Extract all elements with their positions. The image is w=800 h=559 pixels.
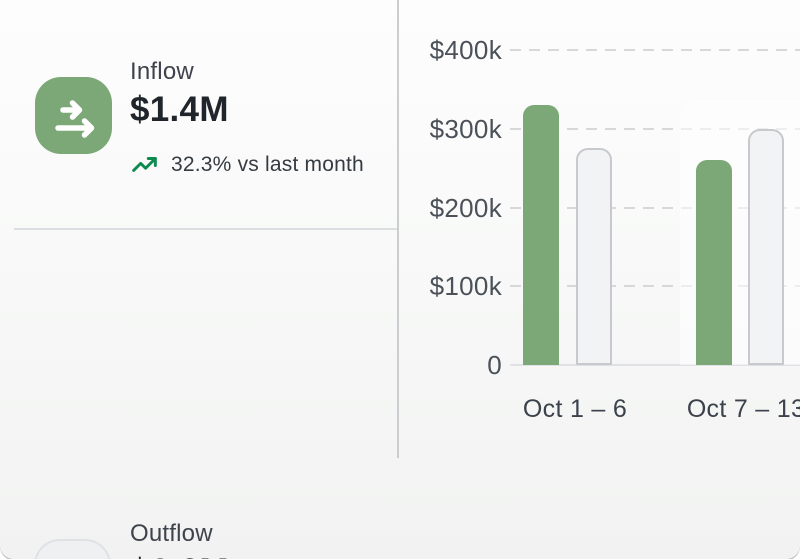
bar-inflow-2[interactable] xyxy=(696,160,732,365)
gridline-200k xyxy=(510,206,800,209)
y-axis-tick-label: 0 xyxy=(487,350,502,380)
y-axis-tick-label: $300k xyxy=(429,113,502,144)
x-axis-category-label: Oct 1 – 6 xyxy=(522,395,628,423)
outflow-label: Outflow xyxy=(130,520,213,547)
x-axis-category-label: Oct 7 – 13 xyxy=(686,395,800,423)
inflow-value: $1.4M xyxy=(130,90,229,129)
bar-outflow-1[interactable] xyxy=(576,148,612,365)
inflow-trend-text: 32.3% vs last month xyxy=(171,153,364,176)
cash-flow-bar-chart: $400k $300k $200k $100k 0 Oct 1 – 6 Oct 7 – 13 xyxy=(398,0,800,459)
y-axis-tick-label: $400k xyxy=(429,35,502,65)
gridline-300k xyxy=(510,127,800,130)
card-divider xyxy=(14,228,398,230)
inflow-stat-card: Inflow $1.4M 32.3% vs last month xyxy=(0,0,398,229)
bar-inflow-1[interactable] xyxy=(523,105,559,365)
gridline-400k xyxy=(510,49,800,51)
gridline-0 xyxy=(510,364,800,366)
bar-outflow-2[interactable] xyxy=(748,128,784,365)
outflow-value: $1.6M xyxy=(130,552,364,559)
y-axis-tick-label: $100k xyxy=(429,271,502,302)
gridline-100k xyxy=(510,285,800,288)
inflow-label: Inflow xyxy=(130,58,194,85)
panel-divider xyxy=(397,0,399,458)
arrows-left-icon xyxy=(34,539,111,559)
y-axis-tick-label: $200k xyxy=(429,192,502,223)
trending-up-icon xyxy=(130,152,159,178)
arrows-right-icon xyxy=(35,77,112,154)
outflow-stat-card: Outflow $1.6M 13.9% vs last month xyxy=(0,230,398,559)
